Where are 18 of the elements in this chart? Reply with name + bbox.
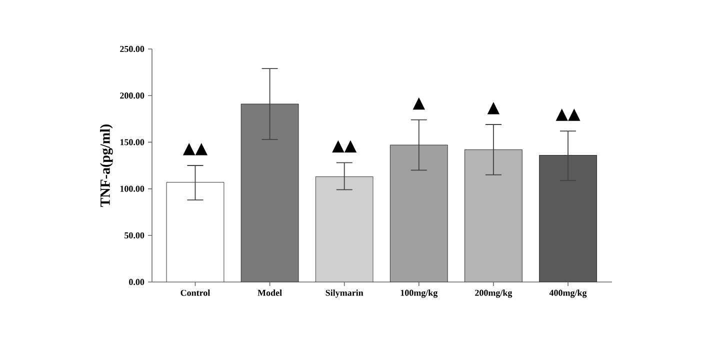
x-tick-label: Model <box>258 290 282 296</box>
y-axis-title: TNF-a(pg/ml) <box>100 124 113 207</box>
y-tick-label: 50.00 <box>124 232 144 238</box>
x-tick-label: Control <box>180 290 210 296</box>
y-tick-label: 200.00 <box>120 92 144 99</box>
y-tick-label: 100.00 <box>120 186 144 192</box>
y-tick-label: 150.00 <box>120 139 144 146</box>
x-tick-label: 400mg/kg <box>549 290 587 298</box>
y-tick-label: 0.00 <box>129 278 144 286</box>
annotation: ▲▲ <box>182 143 208 156</box>
y-tick-label: 250.00 <box>120 46 144 52</box>
x-tick-label: 100mg/kg <box>400 290 438 298</box>
x-tick-label: Silymarin <box>326 290 364 298</box>
x-tick-label: 200mg/kg <box>475 290 512 298</box>
annotation: ▲ <box>412 97 426 110</box>
annotation: ▲▲ <box>556 108 580 121</box>
annotation: ▲▲ <box>332 140 357 153</box>
annotation: ▲ <box>487 102 500 114</box>
